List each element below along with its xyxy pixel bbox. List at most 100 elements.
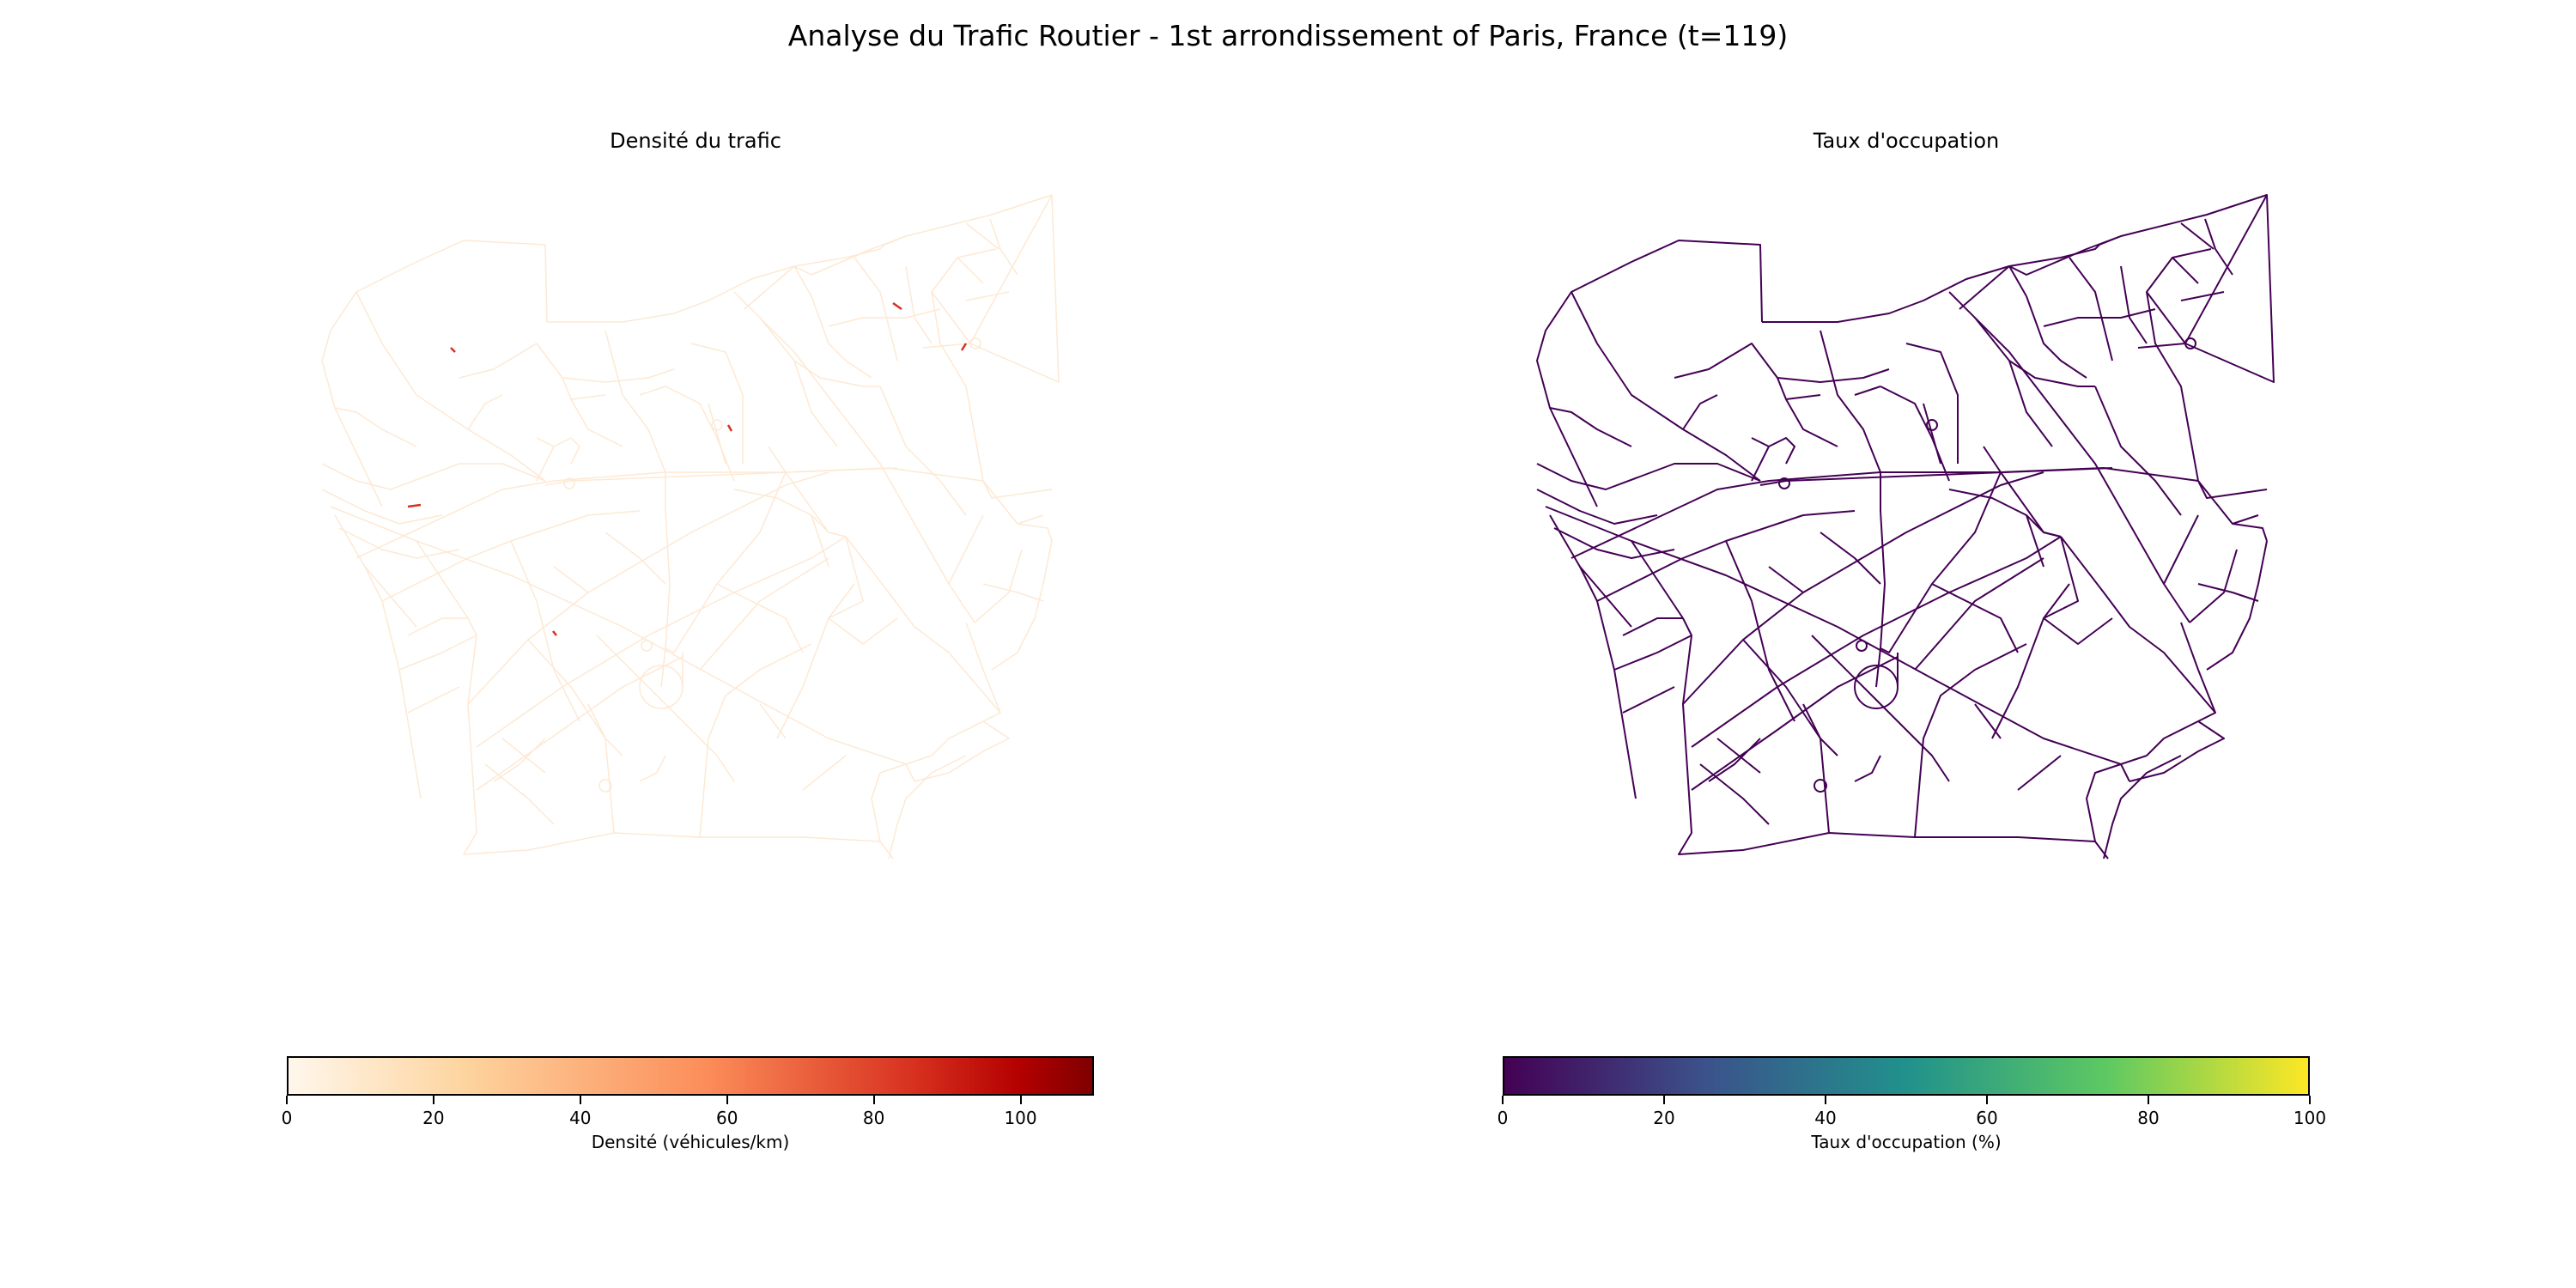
road-segment xyxy=(948,514,984,585)
road-segment xyxy=(1854,755,1881,782)
road-segment xyxy=(527,639,623,756)
colorbar-tick-mark xyxy=(286,1096,288,1104)
road-segment xyxy=(2146,291,2268,542)
road-segment xyxy=(1699,763,1770,825)
road-segment xyxy=(879,386,967,516)
road-segment xyxy=(759,703,847,791)
road-segment xyxy=(1536,463,1761,490)
road-segment xyxy=(2060,536,2216,714)
road-segment xyxy=(1549,407,1632,447)
road-segment xyxy=(1751,437,1795,482)
road-segment xyxy=(2180,218,2233,276)
road-segment xyxy=(355,240,548,323)
road-segment xyxy=(1674,343,1838,447)
road-segment xyxy=(2146,622,2216,756)
road-segment xyxy=(364,540,469,628)
colorbar-tick-mark xyxy=(2148,1096,2149,1104)
colorbar-tick-label: 100 xyxy=(2293,1108,2327,1128)
road-segment xyxy=(965,218,1018,276)
road-segment xyxy=(1875,472,1886,688)
road-segment xyxy=(2172,257,2225,301)
road-segment xyxy=(2120,265,2148,344)
colorbar-tick-label: 20 xyxy=(422,1108,445,1128)
road-segment xyxy=(1545,506,2130,782)
road-segment xyxy=(334,407,417,447)
road-segment xyxy=(665,471,787,653)
road-segment xyxy=(605,532,666,585)
roundabout xyxy=(969,337,981,349)
colorbar-tick-label: 40 xyxy=(569,1108,592,1128)
road-segment xyxy=(854,257,898,361)
road-segment xyxy=(1759,467,2113,486)
colorbar-tick-mark xyxy=(1502,1096,1504,1104)
colorbar-tick-mark xyxy=(1986,1096,1988,1104)
road-segment xyxy=(1596,510,1856,602)
density-colorbar xyxy=(287,1056,1094,1096)
road-segment xyxy=(1613,635,1692,671)
road-segment xyxy=(974,549,1044,623)
road-segment xyxy=(1923,403,2002,473)
roundabout xyxy=(639,665,683,709)
roundabout xyxy=(1814,779,1827,793)
road-segment xyxy=(381,343,546,482)
road-segment xyxy=(744,265,812,310)
road-segment xyxy=(1553,527,1675,559)
road-segment xyxy=(1905,343,1959,464)
colorbar-tick-label: 60 xyxy=(1976,1108,1998,1128)
density-hotspot-segment xyxy=(407,503,422,508)
occupancy-colorbar-label: Taux d'occupation (%) xyxy=(1811,1132,2002,1152)
road-segment xyxy=(931,194,1053,344)
road-segment xyxy=(321,489,443,525)
road-segment xyxy=(596,635,735,782)
road-segment xyxy=(1571,240,1763,323)
road-segment xyxy=(1948,291,2190,623)
road-segment xyxy=(1991,583,2070,739)
road-segment xyxy=(398,635,477,671)
road-segment xyxy=(476,656,683,791)
road-segment xyxy=(884,235,907,246)
road-segment xyxy=(338,527,460,559)
density-hotspot-segment xyxy=(892,301,902,311)
colorbar-tick-mark xyxy=(1663,1096,1665,1104)
road-segment xyxy=(1579,540,1684,628)
road-segment xyxy=(733,291,975,623)
road-segment xyxy=(330,506,915,782)
colorbar-tick-label: 0 xyxy=(281,1108,293,1128)
density-colorbar-label: Densité (véhicules/km) xyxy=(591,1132,790,1152)
road-segment xyxy=(1931,583,2019,653)
road-segment xyxy=(493,738,546,782)
road-segment xyxy=(828,536,898,645)
road-segment xyxy=(871,755,933,842)
road-segment xyxy=(536,437,580,482)
road-segment xyxy=(2008,360,2095,387)
road-segment xyxy=(1811,635,1950,782)
road-segment xyxy=(476,536,847,748)
density-hotspot-segment xyxy=(960,343,968,351)
roundabout xyxy=(711,419,723,431)
road-segment xyxy=(811,514,829,568)
road-segment xyxy=(1708,738,1761,782)
roundabout xyxy=(1856,640,1868,652)
road-segment xyxy=(605,330,666,473)
colorbar-tick-mark xyxy=(579,1096,581,1104)
road-segment xyxy=(914,720,1010,782)
road-segment xyxy=(407,617,468,636)
road-segment xyxy=(321,463,546,490)
colorbar-tick-label: 20 xyxy=(1653,1108,1675,1128)
road-segment xyxy=(2206,540,2268,671)
colorbar-tick-mark xyxy=(1019,1096,1022,1104)
road-segment xyxy=(776,583,855,739)
road-segment xyxy=(1762,244,2100,323)
road-segment xyxy=(463,617,894,860)
road-segment xyxy=(888,755,967,860)
road-segment xyxy=(660,472,671,688)
density-hotspots xyxy=(407,301,968,636)
road-segment xyxy=(1820,330,1881,473)
road-segment xyxy=(1948,489,2062,538)
road-segment xyxy=(1897,557,2044,687)
road-segment xyxy=(2099,235,2122,246)
colorbar-tick-label: 40 xyxy=(1814,1108,1837,1128)
density-hotspot-segment xyxy=(450,347,456,353)
road-segment xyxy=(1914,643,2027,838)
colorbar-tick-mark xyxy=(2309,1096,2311,1104)
